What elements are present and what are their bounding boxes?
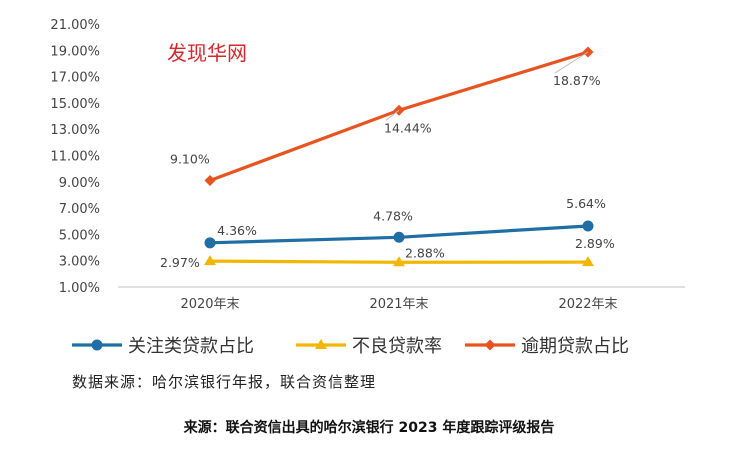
x-tick-label: 2021年末 [369, 297, 428, 312]
series-2: 9.10% 14.44% 18.87% [170, 47, 601, 186]
y-tick-label: 17.00% [50, 71, 100, 86]
y-tick-label: 11.00% [50, 150, 100, 165]
data-label: 5.64% [566, 196, 606, 211]
label-leader-line [555, 52, 588, 73]
axes: 1.00% 3.00% 5.00% 7.00% 9.00% 11.00% 13.00% 15.… [50, 18, 685, 312]
series-0: 4.36% 4.78% 5.64% [205, 196, 606, 248]
y-tick-label: 7.00% [59, 202, 100, 217]
legend-item-2: 逾期贷款占比 [465, 336, 629, 357]
y-tick-label: 9.00% [59, 176, 100, 191]
data-label: 18.87% [553, 73, 601, 88]
data-point-marker [485, 340, 496, 351]
source-note: 数据来源：哈尔滨银行年报，联合资信整理 [72, 373, 376, 391]
legend-item-1: 不良贷款率 [296, 336, 442, 357]
series-layer: 4.36% 4.78% 5.64% 2.97% 2.88% 2.89% 9.10% 14.44… [160, 47, 615, 271]
legend-label: 逾期贷款占比 [521, 336, 629, 357]
data-point-marker [205, 175, 216, 186]
y-tick-label: 1.00% [59, 281, 100, 296]
data-point-marker [394, 232, 405, 243]
y-tick-label: 13.00% [50, 123, 100, 138]
data-label: 14.44% [384, 120, 432, 135]
data-point-marker [205, 237, 216, 248]
chart: 发现华网 1.00% 3.00% 5.00% 7.00% 9.00% 11.00% 13.0… [0, 0, 739, 449]
y-tick-label: 21.00% [50, 18, 100, 33]
data-label: 4.78% [373, 208, 413, 223]
y-tick-label: 3.00% [59, 255, 100, 270]
data-label: 2.97% [160, 255, 200, 270]
caption: 来源：联合资信出具的哈尔滨银行 2023 年度跟踪评级报告 [183, 419, 555, 436]
legend-label: 关注类贷款占比 [128, 336, 254, 357]
data-label: 2.89% [575, 236, 615, 251]
data-label: 2.88% [405, 245, 445, 260]
series-line [210, 52, 588, 180]
data-point-marker [92, 340, 103, 351]
data-label: 9.10% [170, 151, 210, 166]
x-tick-label: 2022年末 [558, 297, 617, 312]
x-tick-label: 2020年末 [180, 297, 239, 312]
legend-item-0: 关注类贷款占比 [72, 336, 254, 357]
watermark-text: 发现华网 [167, 41, 247, 65]
line-chart-svg: 发现华网 1.00% 3.00% 5.00% 7.00% 9.00% 11.00% 13.0… [0, 0, 739, 449]
y-tick-label: 15.00% [50, 97, 100, 112]
legend-label: 不良贷款率 [352, 336, 442, 357]
y-tick-label: 19.00% [50, 44, 100, 59]
legend: 关注类贷款占比 不良贷款率 逾期贷款占比 [72, 336, 629, 357]
y-tick-label: 5.00% [59, 228, 100, 243]
data-point-marker [583, 220, 594, 231]
data-label: 4.36% [217, 223, 257, 238]
